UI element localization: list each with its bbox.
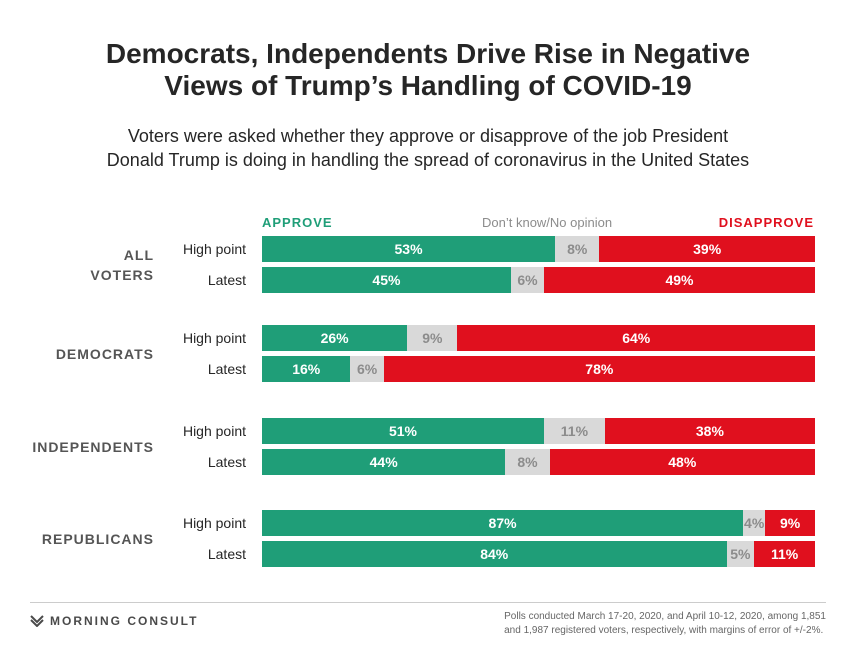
row-label: High point	[182, 515, 246, 531]
row-label: Latest	[207, 454, 246, 470]
logo-text: MORNING CONSULT	[50, 614, 199, 628]
stacked-bar: 26% 9% 64%	[262, 325, 815, 351]
stacked-bar: 87% 4% 9%	[262, 510, 815, 536]
disapprove-segment: 11%	[754, 541, 815, 567]
dont-know-segment: 5%	[726, 541, 755, 567]
footer-divider	[30, 602, 826, 603]
chart-subtitle: Voters were asked whether they approve o…	[0, 124, 856, 172]
footnote-line: and 1,987 registered voters, respectivel…	[504, 625, 824, 636]
legend-disapprove: DISAPPROVE	[718, 215, 814, 230]
dont-know-segment: 6%	[350, 356, 384, 382]
subtitle-line: Voters were asked whether they approve o…	[127, 126, 729, 146]
stacked-bar: 84% 5% 11%	[262, 541, 815, 567]
row-label: High point	[182, 423, 246, 439]
logo-mark-icon	[30, 615, 44, 627]
disapprove-segment: 38%	[604, 418, 815, 444]
disapprove-segment: 49%	[544, 267, 815, 293]
legend-approve: APPROVE	[262, 215, 333, 230]
group-label: ALL VOTERS	[90, 245, 154, 285]
footnote: Polls conducted March 17-20, 2020, and A…	[504, 610, 826, 638]
row-label: Latest	[207, 272, 246, 288]
approve-segment: 44%	[262, 449, 506, 475]
disapprove-segment: 64%	[457, 325, 815, 351]
group-label: REPUBLICANS	[42, 529, 154, 549]
approve-segment: 87%	[262, 510, 744, 536]
approve-segment: 45%	[262, 267, 511, 293]
footnote-line: Polls conducted March 17-20, 2020, and A…	[504, 611, 826, 622]
group-label-line: REPUBLICANS	[41, 530, 154, 547]
group-label-line: DEMOCRATS	[55, 345, 154, 362]
disapprove-segment: 78%	[383, 356, 815, 382]
approve-segment: 53%	[262, 236, 556, 262]
dont-know-segment: 11%	[544, 418, 605, 444]
approve-segment: 26%	[262, 325, 408, 351]
subtitle-line: Donald Trump is doing in handling the sp…	[106, 150, 750, 170]
dont-know-segment: 6%	[510, 267, 545, 293]
approve-segment: 84%	[262, 541, 727, 567]
row-label: High point	[182, 241, 246, 257]
group-label-line: INDEPENDENTS	[32, 438, 154, 455]
chart-title: Democrats, Independents Drive Rise in Ne…	[0, 38, 856, 102]
stacked-bar: 45% 6% 49%	[262, 267, 815, 293]
row-label: Latest	[207, 361, 246, 377]
stacked-bar: 51% 11% 38%	[262, 418, 815, 444]
stacked-bar: 44% 8% 48%	[262, 449, 815, 475]
dont-know-segment: 9%	[407, 325, 458, 351]
stacked-bar: 53% 8% 39%	[262, 236, 815, 262]
group-label-line: ALL	[123, 246, 154, 263]
title-line: Democrats, Independents Drive Rise in Ne…	[105, 38, 751, 69]
morning-consult-logo: MORNING CONSULT	[30, 614, 198, 628]
legend-dont-know: Don’t know/No opinion	[482, 215, 613, 230]
disapprove-segment: 9%	[765, 510, 815, 536]
row-label: Latest	[207, 546, 246, 562]
dont-know-segment: 4%	[743, 510, 766, 536]
title-line: Views of Trump’s Handling of COVID-19	[164, 70, 692, 101]
approve-segment: 51%	[262, 418, 545, 444]
group-label: INDEPENDENTS	[32, 437, 154, 457]
disapprove-segment: 39%	[599, 236, 815, 262]
dont-know-segment: 8%	[505, 449, 550, 475]
group-label-line: VOTERS	[90, 266, 154, 283]
dont-know-segment: 8%	[555, 236, 600, 262]
stacked-bar: 16% 6% 78%	[262, 356, 815, 382]
group-label: DEMOCRATS	[56, 344, 154, 364]
approve-segment: 16%	[262, 356, 351, 382]
row-label: High point	[182, 330, 246, 346]
disapprove-segment: 48%	[549, 449, 815, 475]
